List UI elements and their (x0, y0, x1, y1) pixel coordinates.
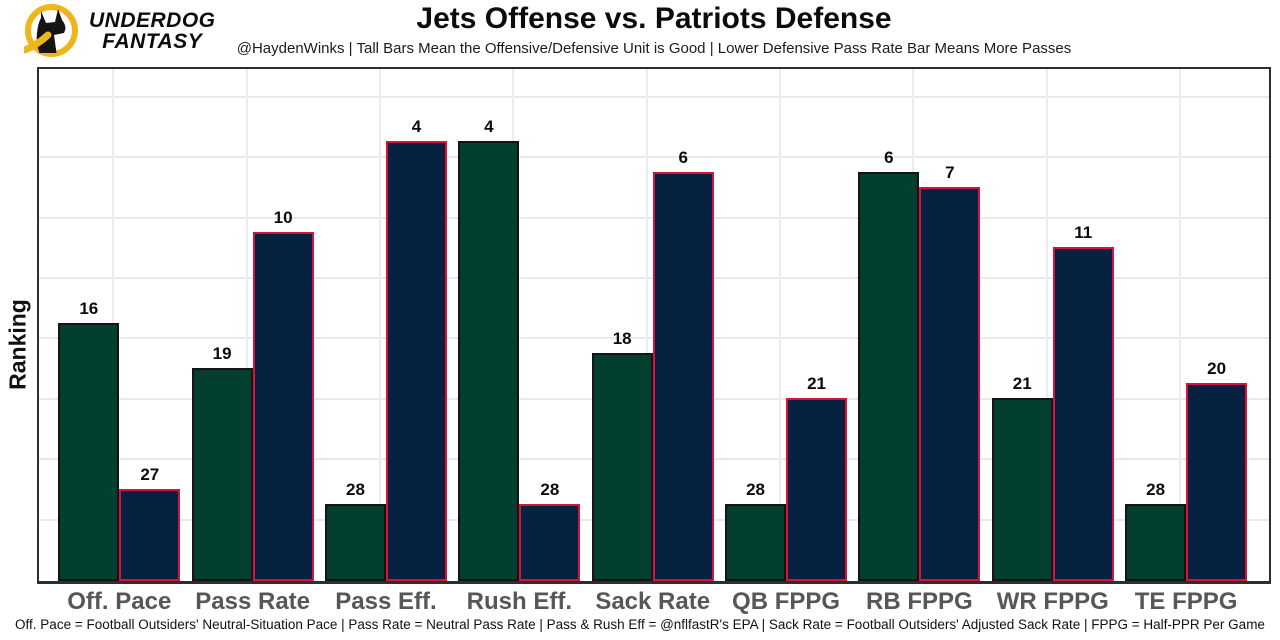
y-axis-label: Ranking (4, 299, 31, 390)
bar-patriots-defense (252, 232, 314, 581)
bar-value-label: 20 (1207, 359, 1227, 378)
brand-wordmark: UNDERDOG FANTASY (89, 10, 216, 52)
horizontal-gridline (39, 156, 1269, 159)
x-axis-label: TE FPPG (1134, 588, 1238, 615)
x-axis-label: Pass Rate (195, 588, 311, 615)
bar-patriots-defense (119, 488, 181, 581)
bar-value-label: 16 (79, 298, 99, 318)
chart-subtitle: @HaydenWinks | Tall Bars Mean the Offens… (236, 40, 1072, 57)
bar-value-label: 21 (1012, 374, 1032, 394)
brand-line1: UNDERDOG (89, 8, 216, 32)
bar-value-label: 19 (212, 343, 232, 363)
bar-patriots-defense (919, 186, 981, 581)
bar-jets-offense (725, 503, 787, 581)
bar-value-label: 11 (1074, 223, 1093, 243)
x-axis-label: Off. Pace (67, 588, 172, 615)
vertical-gridline (245, 69, 248, 581)
vertical-gridline (779, 69, 782, 581)
bar-patriots-defense (1186, 383, 1248, 581)
x-axis-label: Pass Eff. (335, 588, 437, 615)
underdog-dog-icon (24, 4, 78, 57)
bar-jets-offense (458, 141, 520, 581)
bar-jets-offense (325, 503, 386, 581)
chart-panel: 16 27 19 10 28 4 4 28 18 6 28 21 6 7 21 11 28 20 (37, 67, 1271, 584)
chart-title: Jets Offense vs. Patriots Defense (416, 2, 892, 35)
bar-jets-offense (58, 322, 120, 581)
x-axis-label: QB FPPG (732, 588, 841, 615)
bar-value-label: 28 (540, 479, 560, 499)
bar-value-label: 6 (884, 147, 894, 167)
vertical-gridline (379, 69, 381, 581)
bar-jets-offense (591, 352, 653, 581)
bar-value-label: 28 (346, 479, 365, 499)
bar-patriots-defense (1052, 247, 1114, 581)
bar-value-label: 21 (807, 374, 826, 394)
x-axis-label: Sack Rate (595, 588, 711, 615)
x-axis-label: Rush Eff. (466, 588, 572, 615)
vertical-gridline (1045, 69, 1048, 581)
bar-jets-offense (191, 367, 253, 581)
bar-patriots-defense (786, 398, 848, 581)
bar-value-label: 18 (612, 328, 632, 348)
bar-value-label: 28 (746, 479, 765, 499)
bar-value-label: 6 (678, 147, 688, 167)
bar-value-label: 7 (945, 162, 955, 182)
bar-jets-offense (991, 398, 1053, 581)
horizontal-gridline (39, 95, 1269, 98)
header: Jets Offense vs. Patriots Defense @Hayde… (37, 2, 1271, 57)
underdog-fantasy-logo: UNDERDOG FANTASY (24, 3, 216, 58)
vertical-gridline (645, 69, 648, 581)
bar-jets-offense (858, 171, 920, 581)
bar-value-label: 27 (140, 464, 160, 484)
bar-patriots-defense (519, 503, 581, 581)
footnote: Off. Pace = Football Outsiders' Neutral-… (15, 617, 1265, 632)
bar-value-label: 4 (484, 117, 494, 137)
bar-patriots-defense (386, 141, 447, 581)
x-axis-label: RB FPPG (866, 588, 973, 615)
brand-line2: FANTASY (102, 29, 203, 53)
vertical-gridline (1179, 69, 1182, 581)
bar-patriots-defense (652, 171, 714, 581)
bar-value-label: 10 (273, 208, 293, 227)
x-axis-label: WR FPPG (996, 588, 1109, 615)
bar-jets-offense (1125, 503, 1187, 581)
bar-value-label: 4 (411, 117, 422, 137)
bar-value-label: 28 (1146, 479, 1166, 499)
